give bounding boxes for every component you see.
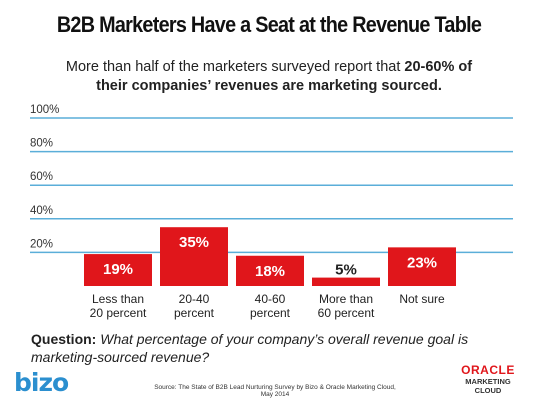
bar-value-label: 19%	[103, 261, 133, 278]
question-label: Question:	[31, 331, 97, 347]
oracle-logo: ORACLE MARKETING CLOUD	[452, 363, 524, 396]
subtitle-bold-1: 20-60% of	[404, 59, 473, 75]
bar-value-label: 5%	[335, 262, 357, 279]
oracle-logo-line1: ORACLE	[461, 363, 515, 377]
question-text: What percentage of your company’s overal…	[31, 331, 469, 365]
oracle-logo-line2: MARKETING	[465, 377, 511, 386]
category-label: Less than	[92, 292, 144, 306]
category-label: 20 percent	[90, 306, 147, 320]
category-label: 40-60	[255, 292, 286, 306]
category-label: percent	[250, 306, 291, 320]
survey-question: Question: What percentage of your compan…	[31, 330, 521, 366]
chart-subtitle: More than half of the marketers surveyed…	[20, 58, 518, 96]
y-tick-label: 20%	[30, 238, 53, 250]
subtitle-bold-2: their companies’ revenues are marketing …	[96, 78, 442, 94]
subtitle-plain: More than half of the marketers surveyed…	[65, 59, 405, 75]
y-tick-label: 60%	[30, 171, 53, 183]
bar-value-label: 23%	[407, 254, 437, 271]
bar	[236, 255, 304, 286]
bar	[388, 247, 456, 286]
y-tick-label: 100%	[30, 104, 59, 116]
category-label: 20-40	[179, 292, 210, 306]
chart-title: B2B Marketers Have a Seat at the Revenue…	[56, 12, 482, 37]
bar	[84, 254, 152, 286]
category-label: 60 percent	[318, 306, 375, 320]
y-tick-label: 80%	[30, 138, 53, 150]
bar	[312, 277, 380, 286]
category-label: percent	[174, 306, 215, 320]
category-label: Not sure	[399, 292, 445, 306]
bizo-logo: bizo	[14, 368, 69, 397]
oracle-logo-line3: CLOUD	[474, 386, 502, 395]
bar	[160, 227, 228, 286]
source-note: Source: The State of B2B Lead Nurturing …	[154, 384, 396, 398]
bar-value-label: 18%	[255, 263, 285, 280]
category-label: More than	[319, 292, 373, 306]
y-tick-label: 40%	[30, 205, 53, 217]
bar-value-label: 35%	[179, 234, 209, 251]
